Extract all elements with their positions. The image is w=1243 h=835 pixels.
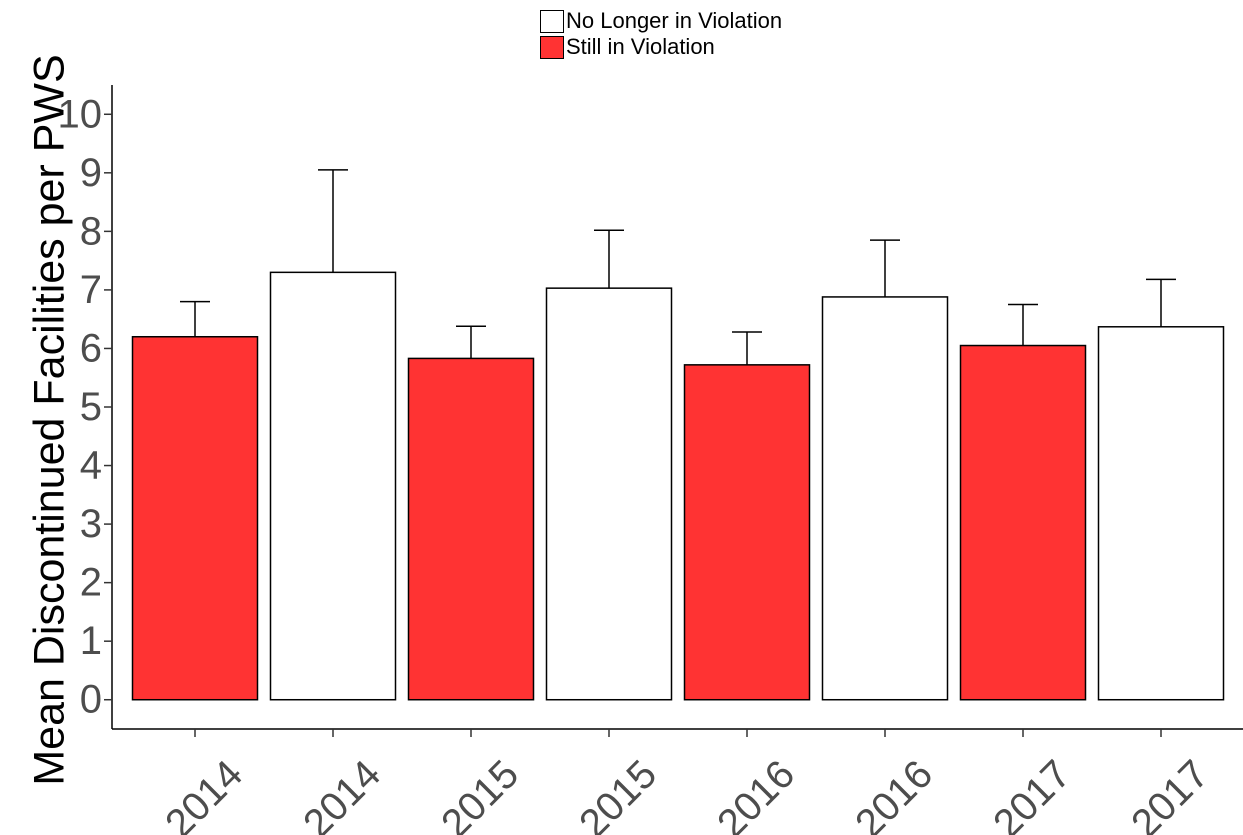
x-tick-label: 2016	[709, 752, 803, 835]
x-tick-label: 2015	[571, 752, 665, 835]
y-tick-label: 8	[80, 209, 102, 253]
y-tick-label: 7	[80, 268, 102, 312]
bar	[683, 364, 811, 701]
y-tick-label: 4	[80, 444, 102, 488]
x-tick-label: 2014	[295, 752, 389, 835]
legend-label-no-longer: No Longer in Violation	[566, 8, 783, 33]
legend-swatch-no-longer	[540, 9, 564, 33]
x-tick-label: 2017	[985, 752, 1079, 835]
x-tick-label: 2016	[847, 752, 941, 835]
bar	[1097, 326, 1225, 701]
bar	[131, 335, 259, 701]
bar	[821, 296, 949, 701]
legend: No Longer in Violation Still in Violatio…	[540, 8, 782, 60]
legend-item-no-longer: No Longer in Violation	[540, 8, 782, 34]
bar	[959, 344, 1087, 701]
y-tick-label: 0	[80, 678, 102, 722]
x-tick-label: 2015	[433, 752, 527, 835]
y-tick-label: 6	[80, 326, 102, 370]
y-tick-label: 9	[80, 151, 102, 195]
y-tick-label: 3	[80, 502, 102, 546]
legend-swatch-still	[540, 35, 564, 59]
legend-item-still: Still in Violation	[540, 34, 782, 60]
bar	[545, 287, 673, 701]
y-tick-label: 1	[80, 619, 102, 663]
legend-label-still: Still in Violation	[566, 34, 715, 59]
x-tick-label: 2014	[157, 752, 251, 835]
bar	[407, 357, 535, 701]
y-tick-label: 10	[58, 92, 103, 136]
x-tick-label: 2017	[1123, 752, 1217, 835]
y-tick-label: 2	[80, 561, 102, 605]
bar	[269, 271, 397, 701]
y-tick-label: 5	[80, 385, 102, 429]
